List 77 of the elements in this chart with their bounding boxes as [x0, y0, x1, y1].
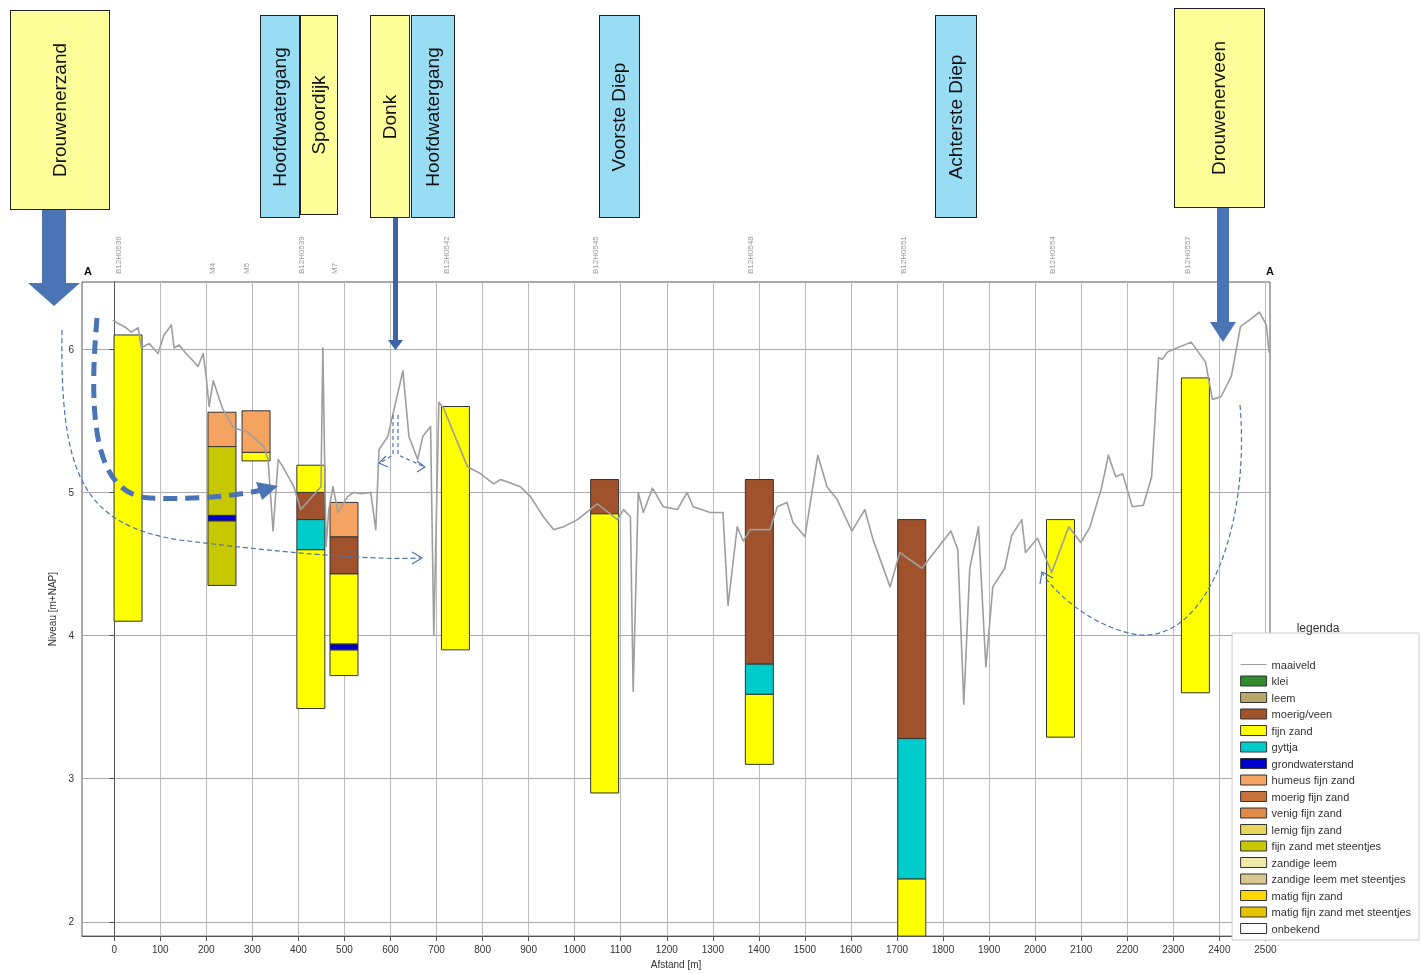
x-tick-label: 600 [382, 943, 400, 955]
x-tick-label: 400 [290, 943, 308, 955]
text: B12H0539 [296, 235, 306, 274]
text: Drouwenerzand [49, 42, 71, 178]
legend-title: legenda [1296, 621, 1340, 635]
y-tick-label: 2 [68, 916, 75, 928]
text: B12H0557 [1182, 235, 1192, 274]
legend-label: lemig fijn zand [1271, 823, 1342, 836]
x-tick-label: 0 [111, 943, 118, 955]
text: A [1266, 264, 1274, 277]
x-axis-title: Afstand [m] [650, 958, 702, 970]
x-tick-label: 1400 [747, 943, 771, 955]
bar [1045, 519, 1075, 738]
bar [1180, 377, 1210, 694]
x-tick-label: 1000 [563, 943, 587, 955]
legend-label: zandige leem [1271, 856, 1338, 869]
bar [440, 406, 470, 651]
text: B12H0548 [745, 235, 755, 274]
x-tick-label: 1100 [609, 943, 632, 955]
legend-label: grondwaterstand [1271, 757, 1354, 770]
x-tick-label: 800 [474, 943, 492, 955]
x-tick-label: 2000 [1024, 943, 1047, 955]
bar [113, 334, 143, 622]
y-tick-label: 6 [68, 343, 75, 355]
x-tick-label: 1200 [655, 943, 679, 955]
y-tick-label: 5 [68, 486, 75, 498]
text: B12H0536 [113, 235, 123, 274]
text: M5 [241, 262, 251, 274]
text: Hoofdwatergang [422, 46, 444, 187]
legend-label: klei [1271, 675, 1289, 687]
legend-label: onbekend [1271, 922, 1320, 935]
text: A [84, 264, 92, 277]
text: Donk [379, 94, 401, 139]
x-tick-label: 2100 [1070, 943, 1093, 955]
legend-label: venig fijn zand [1271, 807, 1342, 819]
x-tick-label: 300 [244, 943, 262, 955]
y-tick-label: 4 [68, 630, 75, 642]
y-tick-label: 3 [68, 773, 75, 785]
text: Drouwenerveen [1208, 40, 1231, 176]
legend-label: maaiveld [1271, 658, 1316, 671]
text: Spoordijk [308, 75, 330, 155]
legend-label: moerig/veen [1271, 708, 1333, 720]
x-tick-label: 1600 [839, 943, 863, 955]
x-tick-label: 1300 [701, 943, 725, 955]
text: M7 [329, 262, 339, 274]
legend-label: gyttja [1271, 741, 1299, 753]
x-tick-label: 2400 [1208, 943, 1231, 955]
legend-label: matig fijn zand [1271, 889, 1343, 902]
x-tick-label: 1500 [793, 943, 817, 955]
x-tick-label: 200 [197, 943, 216, 955]
legend-label: leem [1271, 691, 1296, 704]
legend-label: matig fijn zand met steentjes [1271, 906, 1412, 918]
legend-label: fijn zand [1271, 724, 1313, 737]
y-axis-title: Niveau [m+NAP] [47, 571, 59, 647]
text: B12H0554 [1047, 235, 1057, 274]
x-tick-label: 2500 [1254, 943, 1277, 955]
legend-label: humeus fijn zand [1271, 774, 1355, 786]
x-tick-label: 2300 [1162, 943, 1185, 955]
x-tick-label: 1900 [977, 943, 1001, 955]
x-tick-label: 500 [336, 943, 354, 955]
text: B12H0545 [590, 235, 600, 274]
text: B12H0551 [898, 235, 908, 274]
text: Hoofdwatergang [269, 46, 291, 187]
legend-label: moerig fijn zand [1271, 790, 1350, 803]
x-tick-label: 2200 [1116, 943, 1139, 955]
text: Voorste Diep [608, 62, 631, 171]
text: Achterste Diep [945, 54, 967, 179]
bar [207, 520, 237, 586]
text: M4 [207, 262, 217, 274]
x-tick-label: 1700 [885, 943, 909, 955]
legend-label: fijn zand met steentjes [1271, 840, 1382, 852]
legend-label: zandige leem met steentjes [1271, 873, 1407, 885]
x-tick-label: 100 [151, 943, 170, 955]
x-tick-label: 700 [428, 943, 446, 955]
x-tick-label: 900 [520, 943, 538, 955]
text: B12H0542 [441, 235, 451, 274]
x-tick-label: 1800 [931, 943, 955, 955]
